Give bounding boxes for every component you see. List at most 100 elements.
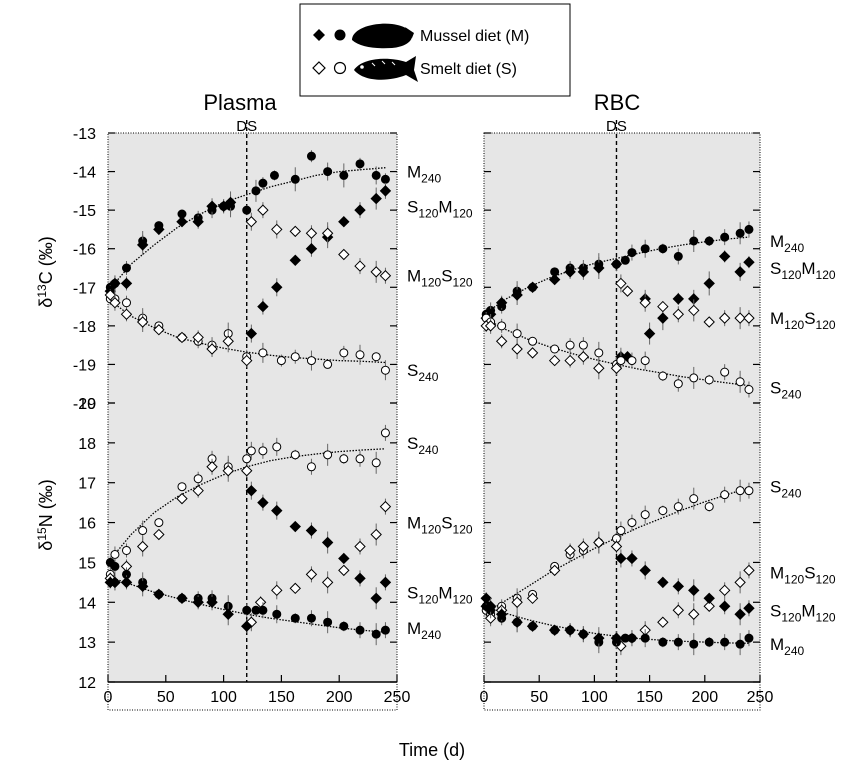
diet-switch-label: DS bbox=[236, 118, 257, 135]
y-tick-label: 17 bbox=[78, 476, 96, 493]
data-point bbox=[640, 356, 650, 366]
data-point bbox=[688, 608, 700, 620]
data-point bbox=[290, 174, 300, 184]
data-point bbox=[704, 502, 714, 512]
data-point bbox=[153, 223, 165, 236]
data-point bbox=[673, 637, 683, 647]
series-label: S240 bbox=[407, 434, 439, 457]
data-point bbox=[120, 308, 133, 320]
data-point bbox=[370, 592, 382, 605]
legend-marker-circle-filled bbox=[334, 29, 346, 41]
data-point bbox=[743, 602, 755, 614]
data-point bbox=[689, 373, 699, 383]
data-point bbox=[564, 624, 576, 636]
data-point bbox=[621, 285, 634, 297]
data-point bbox=[672, 604, 685, 616]
data-point bbox=[338, 216, 350, 228]
data-point bbox=[272, 609, 282, 619]
data-point bbox=[689, 494, 699, 504]
data-point bbox=[594, 348, 604, 358]
data-point bbox=[258, 178, 268, 188]
series-M120S120 bbox=[104, 202, 392, 368]
data-point bbox=[271, 584, 283, 597]
x-tick-label: 200 bbox=[326, 689, 353, 706]
panel-background bbox=[108, 133, 397, 682]
data-point bbox=[564, 354, 576, 367]
data-point bbox=[153, 324, 165, 336]
data-point bbox=[306, 462, 316, 472]
data-point bbox=[241, 620, 253, 632]
data-point bbox=[192, 216, 204, 228]
data-point bbox=[176, 216, 188, 228]
data-point bbox=[258, 446, 268, 456]
data-point bbox=[734, 576, 746, 589]
series-label: M120S120 bbox=[407, 514, 473, 537]
data-point bbox=[136, 316, 149, 328]
data-point bbox=[577, 540, 590, 553]
data-point bbox=[616, 526, 626, 536]
data-point bbox=[704, 236, 714, 246]
data-point bbox=[110, 549, 120, 559]
series-label: M120S120 bbox=[770, 563, 836, 586]
data-point bbox=[688, 584, 700, 597]
data-point bbox=[610, 362, 623, 374]
subplot-rbc-c13: M240 S120M120 M120S120 S240 bbox=[480, 132, 836, 404]
data-point bbox=[176, 592, 188, 605]
data-point bbox=[206, 200, 218, 212]
data-point bbox=[379, 500, 392, 513]
data-point bbox=[271, 223, 283, 236]
data-point bbox=[673, 251, 683, 261]
y-tick-label: 18 bbox=[78, 436, 96, 453]
series-label: M120S120 bbox=[770, 309, 836, 332]
data-point bbox=[703, 592, 715, 605]
data-point bbox=[339, 170, 349, 180]
data-point bbox=[193, 474, 203, 484]
data-point bbox=[657, 312, 669, 324]
data-point bbox=[673, 502, 683, 512]
series-label: S120M120 bbox=[407, 197, 473, 220]
legend-entry-mussel: Mussel diet (M) bbox=[313, 23, 529, 49]
data-point bbox=[354, 572, 366, 585]
data-point bbox=[484, 600, 497, 612]
data-point bbox=[271, 281, 283, 293]
data-point bbox=[339, 348, 349, 358]
data-point bbox=[323, 167, 333, 177]
data-point bbox=[338, 564, 350, 577]
data-point bbox=[120, 277, 133, 290]
data-point bbox=[610, 258, 623, 270]
x-tick-label: 250 bbox=[384, 689, 411, 706]
data-point bbox=[615, 277, 627, 290]
data-point bbox=[176, 331, 188, 344]
legend-box bbox=[299, 3, 571, 97]
fish-icon bbox=[354, 56, 418, 82]
subplot-plasma-n15: 12 13 14 15 16 17 18 19 S240 M120S120 S120M120 M240 bbox=[78, 396, 473, 692]
series-label: M120S120 bbox=[407, 267, 473, 290]
panel-rbc: 0 50 100 150 200 250DSM240S120M120M120S120S24… bbox=[480, 118, 836, 711]
data-point bbox=[355, 159, 365, 169]
data-point bbox=[289, 582, 301, 595]
data-point bbox=[626, 552, 638, 565]
y-tick-label: 16 bbox=[78, 516, 96, 533]
data-point bbox=[370, 192, 382, 205]
y-axis-title-n15: δ15N (‰) bbox=[35, 479, 56, 550]
data-point bbox=[222, 335, 234, 347]
data-point bbox=[703, 277, 715, 290]
data-point bbox=[495, 297, 508, 309]
data-point bbox=[305, 243, 318, 255]
series-S120M120 bbox=[104, 182, 392, 343]
data-point bbox=[276, 356, 286, 366]
data-point bbox=[269, 170, 279, 180]
data-point bbox=[121, 545, 131, 555]
data-point bbox=[305, 568, 318, 581]
data-point bbox=[224, 196, 237, 209]
y-tick-label: 19 bbox=[78, 396, 96, 413]
data-point bbox=[121, 298, 131, 308]
series-label: S120M120 bbox=[770, 259, 836, 282]
x-tick-label: 150 bbox=[636, 689, 663, 706]
data-point bbox=[380, 174, 390, 184]
data-point bbox=[495, 608, 508, 620]
data-point bbox=[704, 637, 714, 647]
panel-frame bbox=[483, 132, 761, 711]
data-point bbox=[251, 186, 261, 196]
legend-label-smelt: Smelt diet (S) bbox=[420, 61, 517, 78]
